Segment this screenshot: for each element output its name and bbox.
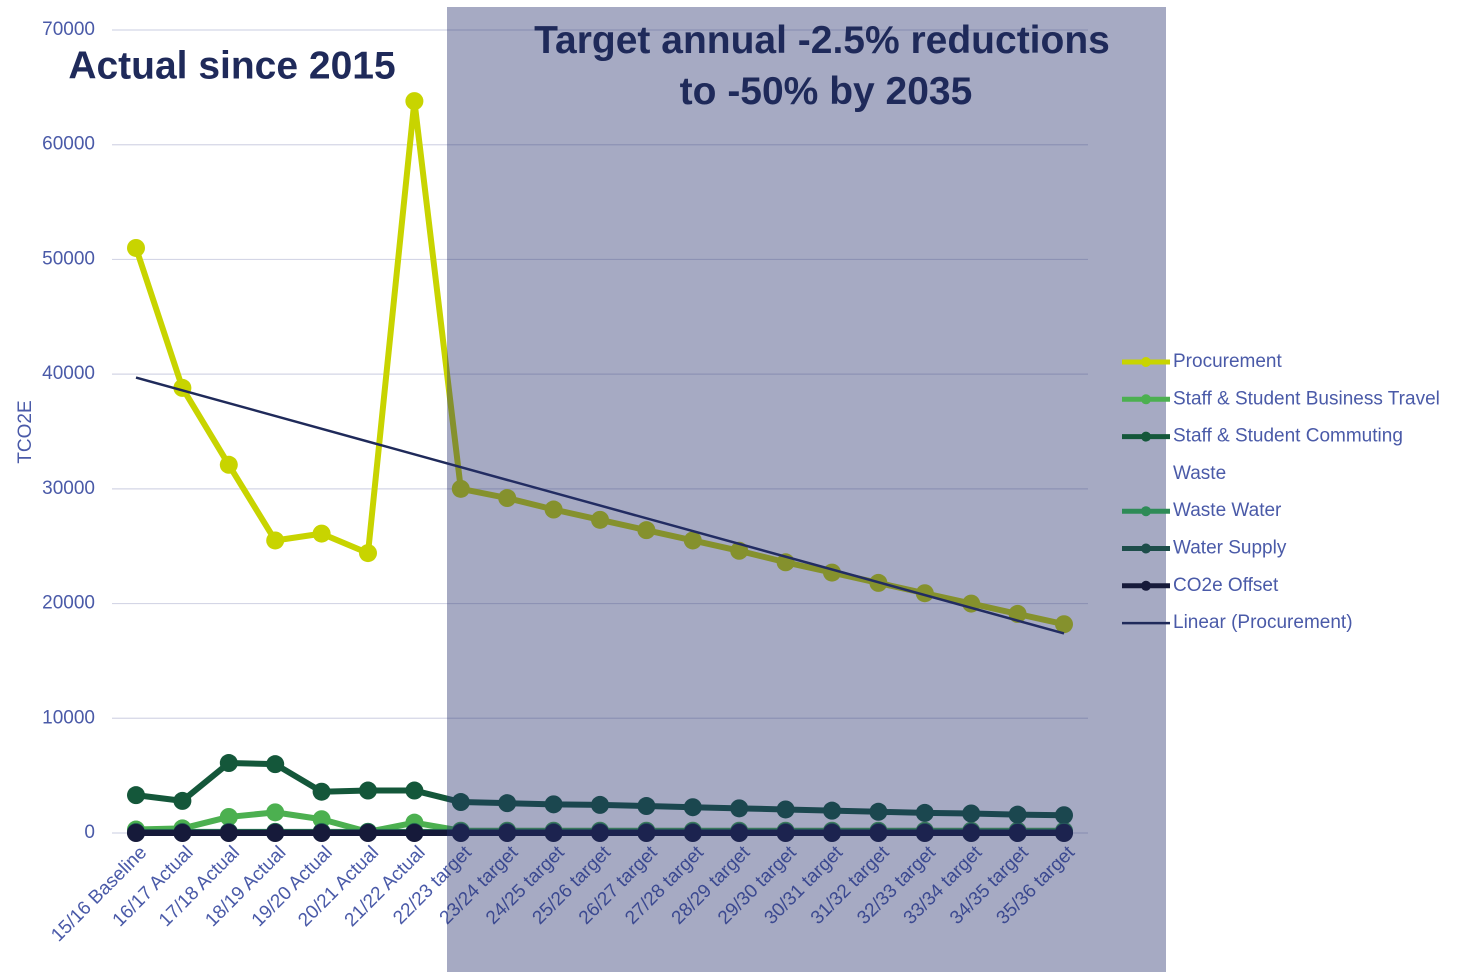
data-point	[915, 803, 934, 822]
data-point	[219, 824, 238, 842]
data-point	[127, 786, 145, 805]
data-point	[591, 824, 609, 842]
data-point	[544, 795, 563, 814]
data-point	[266, 531, 285, 550]
data-point	[823, 824, 841, 842]
data-point	[405, 92, 424, 111]
y-tick-label: 20000	[42, 593, 95, 614]
y-axis-label: TCO2E	[15, 400, 36, 463]
data-point	[219, 455, 238, 474]
data-point	[451, 793, 470, 812]
y-tick-label: 30000	[42, 478, 95, 499]
legend-label: Linear (Procurement)	[1173, 612, 1353, 633]
y-tick-label: 50000	[42, 248, 95, 269]
data-point	[451, 824, 470, 842]
data-point	[683, 824, 702, 842]
legend-label: Procurement	[1173, 351, 1282, 372]
data-point	[1008, 805, 1027, 824]
data-point	[359, 824, 377, 842]
data-point	[219, 754, 238, 773]
data-point	[544, 500, 563, 519]
annotation: to -50% by 2035	[680, 70, 973, 113]
annotation-line: Target annual -2.5% reductions	[534, 19, 1110, 62]
y-tick-label: 10000	[42, 707, 95, 728]
data-point	[266, 803, 285, 822]
data-point	[637, 797, 656, 816]
data-point	[962, 824, 981, 842]
data-point	[312, 524, 331, 543]
data-point	[915, 584, 934, 603]
data-point	[962, 804, 981, 823]
y-tick-label: 40000	[42, 363, 95, 384]
data-point	[451, 479, 470, 498]
data-point	[591, 795, 609, 814]
legend-marker	[1141, 357, 1151, 367]
legend-label: Staff & Student Commuting	[1173, 426, 1403, 447]
data-point	[544, 824, 563, 842]
data-point	[1055, 806, 1073, 825]
data-point	[266, 755, 285, 774]
data-point	[915, 824, 934, 842]
legend-marker	[1141, 506, 1151, 517]
data-point	[730, 824, 749, 842]
data-point	[359, 781, 377, 800]
data-point	[683, 531, 702, 550]
data-point	[730, 799, 749, 818]
data-point	[637, 521, 656, 540]
data-point	[359, 544, 377, 563]
legend-marker	[1141, 394, 1151, 405]
data-point	[776, 824, 795, 842]
data-point	[127, 238, 145, 257]
data-point	[173, 824, 192, 842]
data-point	[498, 489, 517, 508]
data-point	[173, 791, 192, 810]
annotation-line: to -50% by 2035	[680, 70, 973, 113]
data-point	[869, 824, 888, 842]
data-point	[312, 824, 331, 842]
data-point	[776, 800, 795, 819]
data-point	[1055, 615, 1073, 634]
data-point	[591, 510, 609, 529]
legend-marker	[1141, 431, 1151, 442]
legend-label: CO2e Offset	[1173, 575, 1279, 596]
data-point	[405, 824, 424, 842]
data-point	[266, 824, 285, 842]
data-point	[869, 802, 888, 821]
data-point	[405, 781, 424, 800]
data-point	[498, 824, 517, 842]
legend-marker	[1141, 543, 1151, 554]
legend-label: Waste Water	[1173, 500, 1282, 521]
legend-marker	[1141, 580, 1151, 591]
data-point	[1055, 824, 1073, 842]
trendline	[135, 376, 1065, 635]
target-region	[447, 7, 1166, 972]
legend-label: Staff & Student Business Travel	[1173, 388, 1440, 409]
data-point	[498, 794, 517, 813]
legend-label: Water Supply	[1173, 538, 1287, 559]
y-tick-label: 60000	[42, 134, 95, 155]
data-point	[1008, 824, 1027, 842]
legend-label: Waste	[1173, 463, 1226, 484]
data-point	[219, 807, 238, 826]
data-point	[823, 801, 841, 820]
y-tick-label: 70000	[42, 19, 95, 40]
data-point	[312, 782, 331, 801]
annotation: Actual since 2015	[68, 44, 395, 87]
data-point	[127, 824, 145, 842]
data-point	[312, 810, 331, 829]
data-point	[637, 824, 656, 842]
y-tick-label: 0	[84, 822, 95, 843]
data-point	[683, 798, 702, 817]
annotation: Target annual -2.5% reductions	[534, 19, 1110, 62]
